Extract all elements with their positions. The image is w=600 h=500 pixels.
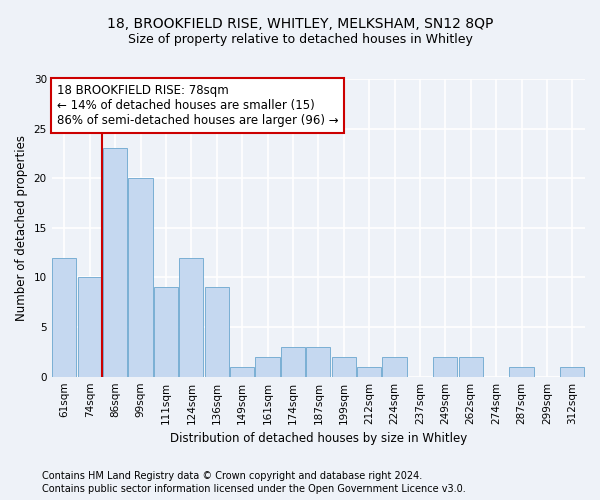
Bar (256, 357, 280, 376)
Bar (560, 367, 584, 376)
Bar (230, 367, 254, 376)
Bar (458, 357, 483, 376)
Bar (509, 367, 533, 376)
Bar (103, 148, 127, 376)
Bar (77, 278, 102, 376)
Bar (433, 357, 457, 376)
Text: Size of property relative to detached houses in Whitley: Size of property relative to detached ho… (128, 32, 472, 46)
Bar (357, 367, 381, 376)
Bar (128, 178, 152, 376)
Bar (52, 258, 76, 376)
Y-axis label: Number of detached properties: Number of detached properties (15, 135, 28, 321)
Text: 18, BROOKFIELD RISE, WHITLEY, MELKSHAM, SN12 8QP: 18, BROOKFIELD RISE, WHITLEY, MELKSHAM, … (107, 18, 493, 32)
Bar (306, 347, 331, 376)
Text: Contains public sector information licensed under the Open Government Licence v3: Contains public sector information licen… (42, 484, 466, 494)
Text: Contains HM Land Registry data © Crown copyright and database right 2024.: Contains HM Land Registry data © Crown c… (42, 471, 422, 481)
Bar (179, 258, 203, 376)
Bar (281, 347, 305, 376)
Bar (205, 288, 229, 376)
Bar (382, 357, 407, 376)
X-axis label: Distribution of detached houses by size in Whitley: Distribution of detached houses by size … (170, 432, 467, 445)
Text: 18 BROOKFIELD RISE: 78sqm
← 14% of detached houses are smaller (15)
86% of semi-: 18 BROOKFIELD RISE: 78sqm ← 14% of detac… (57, 84, 338, 127)
Bar (154, 288, 178, 376)
Bar (332, 357, 356, 376)
